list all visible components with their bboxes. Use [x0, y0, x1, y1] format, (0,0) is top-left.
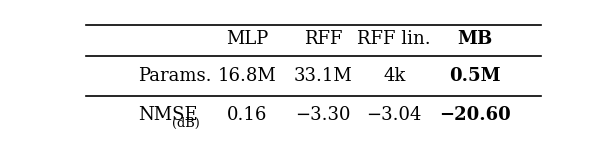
Text: 0.16: 0.16 [227, 106, 267, 124]
Text: (dB): (dB) [173, 117, 200, 130]
Text: MB: MB [457, 30, 493, 48]
Text: 4k: 4k [383, 67, 406, 85]
Text: 33.1M: 33.1M [294, 67, 353, 85]
Text: MLP: MLP [226, 30, 269, 48]
Text: 0.5M: 0.5M [449, 67, 501, 85]
Text: RFF: RFF [304, 30, 342, 48]
Text: −20.60: −20.60 [439, 106, 511, 124]
Text: −3.30: −3.30 [296, 106, 351, 124]
Text: NMSE: NMSE [138, 106, 198, 124]
Text: −3.04: −3.04 [367, 106, 422, 124]
Text: Params.: Params. [138, 67, 212, 85]
Text: 16.8M: 16.8M [218, 67, 277, 85]
Text: RFF lin.: RFF lin. [357, 30, 431, 48]
